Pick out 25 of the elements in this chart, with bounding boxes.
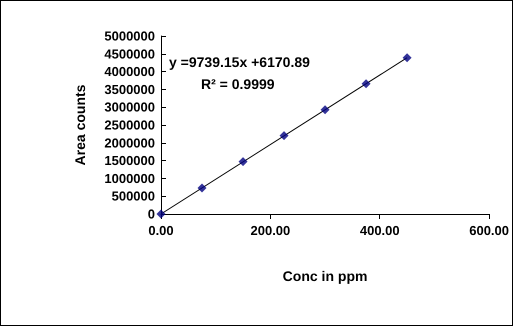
- y-tick-label: 2000000: [104, 135, 155, 150]
- point: [320, 105, 330, 114]
- y-tick-label: 3500000: [104, 82, 155, 97]
- y-tick-label: 2500000: [104, 118, 155, 132]
- y-tick-label: 500000: [112, 188, 155, 204]
- point: [402, 53, 412, 62]
- y-tick-label: 1500000: [104, 153, 155, 168]
- y-tick-label: 0: [148, 206, 155, 222]
- point: [280, 131, 289, 140]
- point: [238, 157, 248, 166]
- point: [362, 79, 371, 88]
- x-tick-label: 0.00: [148, 223, 174, 238]
- y-tick-label: 1000000: [104, 170, 155, 186]
- y-tick-label: 3000000: [104, 100, 155, 115]
- x-tick-label: 600.00: [469, 223, 509, 238]
- point: [198, 184, 207, 193]
- x-tick-label: 200.00: [250, 223, 290, 238]
- annotation: y =9739.15x +6170.89: [169, 54, 310, 70]
- x-tick-label: 400.00: [360, 223, 400, 238]
- y-axis-title: Area counts: [72, 84, 88, 166]
- y-tick-label: 4500000: [104, 46, 155, 62]
- x-axis-title: Conc in ppm: [282, 268, 368, 284]
- annotation: R² = 0.9999: [201, 76, 275, 92]
- y-tick-label: 5000000: [104, 28, 155, 44]
- y-tick-label: 4000000: [104, 64, 155, 80]
